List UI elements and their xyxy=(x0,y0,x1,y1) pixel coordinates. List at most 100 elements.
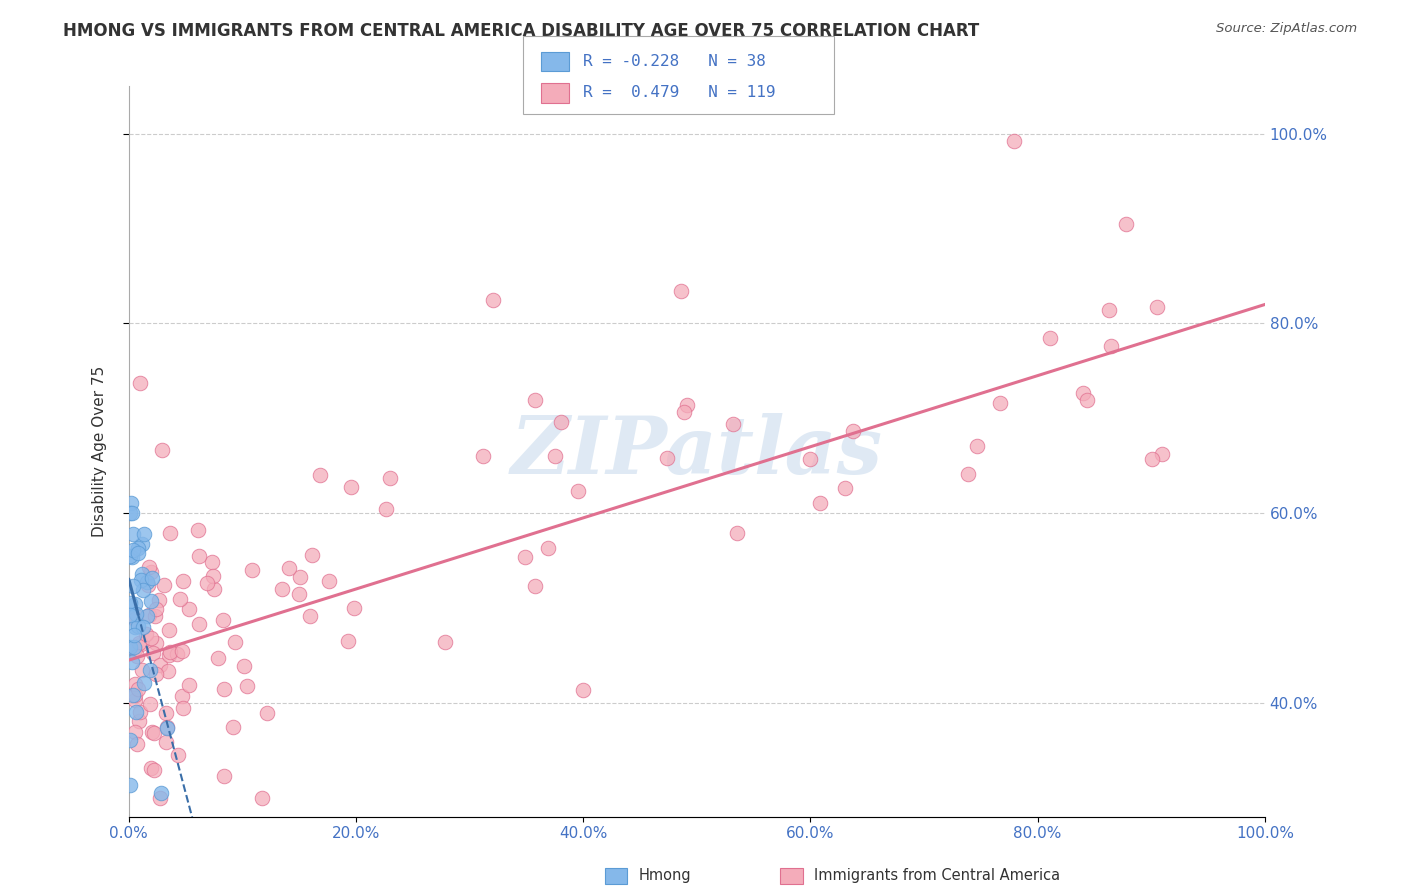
Immigrants from Central America xyxy=(128,714,150,728)
Hmong xyxy=(118,640,141,655)
Immigrants from Central America xyxy=(124,677,146,691)
Hmong xyxy=(136,575,159,590)
Immigrants from Central America xyxy=(127,682,149,697)
Text: R =  0.479   N = 119: R = 0.479 N = 119 xyxy=(583,86,776,100)
Immigrants from Central America xyxy=(124,607,146,622)
Hmong xyxy=(127,546,149,560)
Hmong xyxy=(129,573,152,587)
Immigrants from Central America xyxy=(149,790,172,805)
Immigrants from Central America xyxy=(131,663,153,677)
Immigrants from Central America xyxy=(1115,217,1137,231)
Immigrants from Central America xyxy=(1002,134,1025,148)
Immigrants from Central America xyxy=(124,642,146,657)
Immigrants from Central America xyxy=(201,555,224,569)
Immigrants from Central America xyxy=(233,659,256,673)
Immigrants from Central America xyxy=(572,682,595,697)
Immigrants from Central America xyxy=(179,602,201,616)
Immigrants from Central America xyxy=(336,634,359,648)
Hmong xyxy=(131,620,153,634)
Immigrants from Central America xyxy=(957,467,980,481)
Text: R = -0.228   N = 38: R = -0.228 N = 38 xyxy=(583,54,766,69)
Immigrants from Central America xyxy=(380,471,402,485)
Immigrants from Central America xyxy=(472,449,495,463)
Immigrants from Central America xyxy=(482,293,505,307)
Immigrants from Central America xyxy=(966,439,988,453)
Immigrants from Central America xyxy=(1076,393,1098,408)
Immigrants from Central America xyxy=(799,452,821,467)
Immigrants from Central America xyxy=(157,624,180,638)
Immigrants from Central America xyxy=(159,525,181,540)
Immigrants from Central America xyxy=(170,689,193,703)
Hmong xyxy=(131,583,153,598)
Immigrants from Central America xyxy=(128,376,150,391)
Immigrants from Central America xyxy=(1071,386,1094,401)
Immigrants from Central America xyxy=(172,644,194,658)
Immigrants from Central America xyxy=(172,574,194,588)
Immigrants from Central America xyxy=(149,658,172,673)
Immigrants from Central America xyxy=(131,637,153,651)
Immigrants from Central America xyxy=(179,678,201,692)
Immigrants from Central America xyxy=(141,761,163,775)
Immigrants from Central America xyxy=(1098,303,1121,318)
Immigrants from Central America xyxy=(672,405,695,419)
Immigrants from Central America xyxy=(188,549,211,564)
Text: ZIPatlas: ZIPatlas xyxy=(510,413,883,491)
Immigrants from Central America xyxy=(676,399,699,413)
Immigrants from Central America xyxy=(277,560,299,574)
Hmong xyxy=(156,721,179,735)
Immigrants from Central America xyxy=(139,631,162,645)
Hmong xyxy=(135,608,157,623)
Immigrants from Central America xyxy=(1039,330,1062,344)
Immigrants from Central America xyxy=(143,609,166,624)
Hmong xyxy=(121,549,143,564)
Hmong xyxy=(122,542,145,557)
Immigrants from Central America xyxy=(187,523,209,537)
Immigrants from Central America xyxy=(156,720,179,734)
Immigrants from Central America xyxy=(318,574,340,588)
Hmong xyxy=(118,778,141,792)
Immigrants from Central America xyxy=(214,769,236,783)
Hmong xyxy=(138,663,160,677)
Hmong xyxy=(121,688,143,702)
Immigrants from Central America xyxy=(309,468,332,483)
Hmong xyxy=(121,655,143,669)
Hmong xyxy=(122,579,145,593)
Immigrants from Central America xyxy=(1150,447,1173,461)
Immigrants from Central America xyxy=(1142,452,1164,467)
Immigrants from Central America xyxy=(155,735,177,749)
Immigrants from Central America xyxy=(150,443,173,458)
Immigrants from Central America xyxy=(124,612,146,626)
Immigrants from Central America xyxy=(187,617,209,632)
Immigrants from Central America xyxy=(143,764,166,778)
Hmong xyxy=(124,620,146,634)
Immigrants from Central America xyxy=(524,579,547,593)
Hmong xyxy=(118,607,141,622)
Immigrants from Central America xyxy=(172,701,194,715)
Hmong xyxy=(122,640,145,654)
Immigrants from Central America xyxy=(145,602,167,616)
Immigrants from Central America xyxy=(513,549,536,564)
Immigrants from Central America xyxy=(523,392,546,407)
Immigrants from Central America xyxy=(143,726,166,740)
Immigrants from Central America xyxy=(550,415,572,429)
Hmong xyxy=(127,541,149,555)
Immigrants from Central America xyxy=(145,636,167,650)
Hmong xyxy=(131,537,153,551)
Hmong xyxy=(150,786,173,800)
Immigrants from Central America xyxy=(124,688,146,702)
Immigrants from Central America xyxy=(157,648,180,662)
Hmong xyxy=(122,628,145,642)
Text: Immigrants from Central America: Immigrants from Central America xyxy=(814,869,1060,883)
Hmong xyxy=(141,570,163,584)
Immigrants from Central America xyxy=(375,502,398,516)
Text: Hmong: Hmong xyxy=(638,869,690,883)
Immigrants from Central America xyxy=(721,417,744,432)
Immigrants from Central America xyxy=(250,790,273,805)
Immigrants from Central America xyxy=(142,647,165,661)
Immigrants from Central America xyxy=(138,560,160,574)
Immigrants from Central America xyxy=(808,496,831,510)
Immigrants from Central America xyxy=(138,697,160,711)
Immigrants from Central America xyxy=(211,613,233,627)
Hmong xyxy=(120,496,142,510)
Hmong xyxy=(134,675,156,690)
